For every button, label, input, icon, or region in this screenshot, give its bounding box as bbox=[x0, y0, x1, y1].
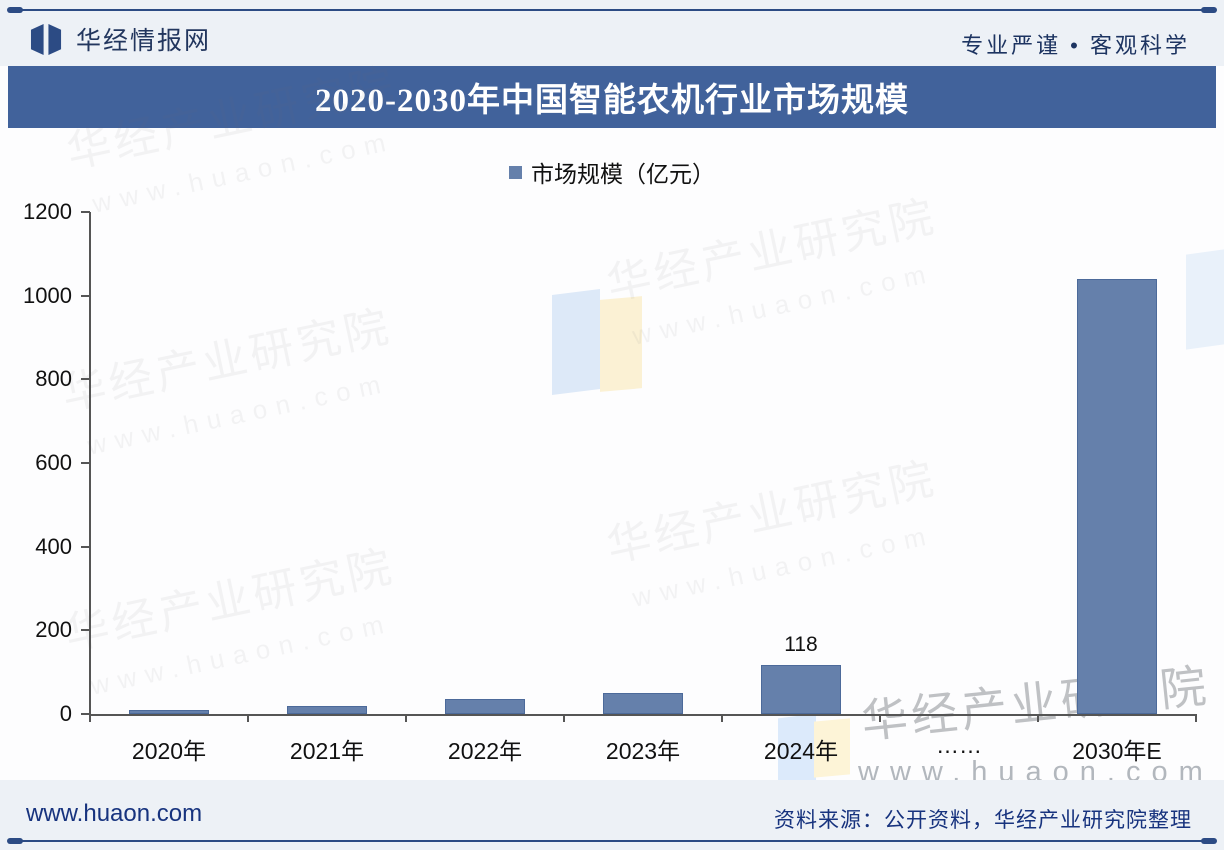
y-axis-tickmark bbox=[81, 211, 90, 213]
x-axis-category-label: 2020年 bbox=[131, 738, 207, 764]
x-axis-tickmark bbox=[879, 714, 881, 722]
x-axis-tickmark bbox=[89, 714, 91, 722]
x-axis-category-label: 2022年 bbox=[447, 738, 523, 764]
legend-swatch bbox=[509, 165, 522, 179]
brand-name: 华经情报网 bbox=[76, 27, 212, 55]
y-axis-tickmark bbox=[81, 378, 90, 381]
bar bbox=[129, 709, 209, 714]
legend: 市场规模（亿元） bbox=[0, 155, 1224, 189]
bar bbox=[445, 699, 525, 714]
y-axis-tick-label: 400 bbox=[35, 533, 72, 559]
y-axis-tickmark bbox=[81, 462, 90, 464]
footer: www.huaon.com 资料来源：公开资料，华经产业研究院整理 bbox=[0, 780, 1224, 850]
footer-website-link[interactable]: www.huaon.com bbox=[26, 800, 203, 827]
x-axis-tickmark bbox=[1195, 714, 1197, 722]
bar bbox=[1077, 278, 1157, 714]
x-axis-tickmark bbox=[563, 714, 565, 722]
x-axis-category-label: 2021年 bbox=[289, 738, 365, 764]
brand: 华经情报网 bbox=[30, 21, 211, 57]
y-axis-tick-label: 1000 bbox=[23, 282, 72, 308]
y-axis-tick-label: 1200 bbox=[23, 199, 72, 224]
bar-value-label: 118 bbox=[784, 632, 818, 656]
x-axis-tickmark bbox=[247, 714, 249, 722]
header: 华经情报网 专业严谨 • 客观科学 bbox=[0, 0, 1224, 66]
y-axis-tick-label: 800 bbox=[35, 366, 72, 392]
header-slogan: 专业严谨 • 客观科学 bbox=[961, 33, 1190, 58]
x-axis-tickmark bbox=[721, 714, 723, 722]
x-axis-category-label: 2030年E bbox=[1072, 738, 1162, 764]
x-axis-category-label: 2024年 bbox=[763, 738, 839, 764]
y-axis-tick-label: 0 bbox=[59, 701, 72, 726]
brand-logo-icon bbox=[30, 23, 62, 55]
y-axis-tick-label: 200 bbox=[35, 617, 72, 643]
y-axis-line bbox=[89, 212, 91, 716]
x-axis-category-label: …… bbox=[936, 732, 982, 758]
title-bar: 2020-2030年中国智能农机行业市场规模 bbox=[8, 66, 1216, 128]
x-axis-tickmark bbox=[405, 714, 407, 722]
y-axis-tickmark bbox=[81, 629, 90, 632]
top-divider-cap-left bbox=[7, 7, 23, 13]
bar bbox=[287, 705, 367, 714]
chart-title: 2020-2030年中国智能农机行业市场规模 bbox=[315, 83, 909, 119]
bottom-divider-cap-left bbox=[7, 838, 23, 844]
y-axis-tick-label: 600 bbox=[35, 450, 72, 475]
top-divider bbox=[7, 7, 1217, 13]
bar bbox=[761, 664, 841, 714]
bottom-divider-cap-right bbox=[1201, 838, 1217, 844]
y-axis-tickmark bbox=[81, 294, 90, 297]
bar bbox=[603, 693, 683, 714]
x-axis-line bbox=[89, 714, 1197, 716]
x-axis-tickmark bbox=[1037, 714, 1039, 722]
y-axis-tickmark bbox=[81, 713, 90, 715]
data-source-note: 资料来源：公开资料，华经产业研究院整理 bbox=[774, 809, 1192, 832]
x-axis-category-label: 2023年 bbox=[605, 738, 681, 764]
legend-label: 市场规模（亿元） bbox=[531, 161, 715, 187]
y-axis-tickmark bbox=[81, 545, 90, 548]
top-divider-cap-right bbox=[1201, 7, 1217, 13]
bottom-divider bbox=[7, 838, 1217, 844]
